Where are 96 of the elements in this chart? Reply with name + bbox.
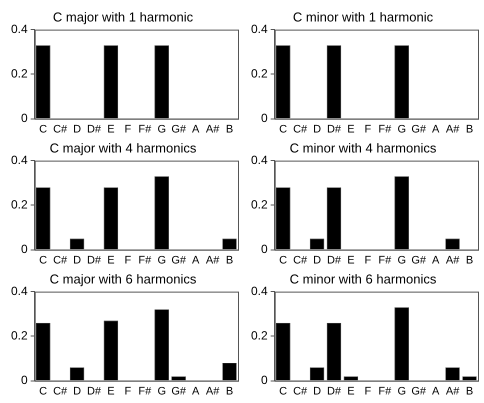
x-tick-label: C — [279, 254, 288, 266]
x-tick-label: D# — [86, 385, 102, 398]
x-tick-label: C — [279, 385, 288, 398]
x-tick-label: C# — [53, 254, 68, 266]
x-tick-label: C# — [53, 123, 68, 136]
x-tick-label: G# — [171, 254, 187, 266]
x-tick-label: C# — [293, 254, 308, 266]
x-tick-label: D — [73, 123, 82, 136]
x-tick-label: F — [124, 385, 132, 398]
x-tick-label: D — [313, 254, 322, 266]
y-tick-label: 0.4 — [10, 152, 28, 167]
x-tick-label: E — [107, 254, 115, 266]
x-tick-label: A — [192, 123, 200, 136]
x-tick-label: D — [73, 254, 82, 266]
x-tick-label: F — [124, 123, 132, 136]
x-tick-label: E — [347, 385, 355, 398]
x-tick-label: F# — [138, 123, 152, 136]
x-tick-label: D# — [326, 385, 342, 398]
y-tick-label: 0.4 — [250, 284, 268, 298]
x-tick-label: C — [39, 123, 48, 136]
y-tick-label: 0 — [260, 242, 268, 256]
x-tick-label: D# — [326, 123, 342, 136]
x-tick-label: A — [432, 385, 440, 398]
x-tick-label: F — [364, 254, 372, 266]
chart-title: C major with 1 harmonic — [52, 9, 194, 24]
x-tick-label: D# — [86, 254, 102, 266]
y-tick-label: 0 — [20, 242, 28, 256]
x-tick-label: G — [397, 123, 406, 136]
x-tick-label: B — [226, 385, 234, 398]
y-tick-label: 0.2 — [10, 198, 28, 212]
y-tick-label: 0 — [20, 373, 28, 388]
chart-title: C major with 6 harmonics — [50, 271, 197, 286]
x-tick-label: B — [226, 254, 234, 266]
x-tick-label: G — [157, 254, 166, 266]
x-tick-label: A# — [206, 123, 220, 136]
x-tick-label: F# — [378, 123, 392, 136]
x-tick-label: F — [124, 254, 132, 266]
x-tick-label: G — [397, 254, 406, 266]
x-tick-label: A# — [206, 385, 220, 398]
x-tick-label: B — [226, 123, 234, 136]
x-tick-label: G# — [411, 385, 427, 398]
x-tick-label: D# — [86, 123, 102, 136]
x-tick-label: C — [39, 254, 48, 266]
x-tick-label: A — [432, 254, 440, 266]
x-tick-label: A# — [446, 254, 460, 266]
x-tick-label: F# — [138, 385, 152, 398]
x-tick-label: G# — [411, 254, 427, 266]
y-tick-label: 0 — [260, 111, 268, 126]
x-tick-label: A — [192, 254, 200, 266]
x-tick-label: A# — [446, 385, 460, 398]
y-tick-label: 0.2 — [10, 328, 28, 343]
x-tick-label: G — [157, 123, 166, 136]
x-tick-label: B — [466, 385, 474, 398]
x-tick-label: F — [364, 123, 372, 136]
x-tick-label: D — [313, 385, 322, 398]
x-tick-label: F# — [378, 385, 392, 398]
x-tick-label: E — [347, 254, 355, 266]
x-tick-label: D# — [326, 254, 342, 266]
x-tick-label: A# — [206, 254, 220, 266]
chart-title: C minor with 6 harmonics — [290, 271, 437, 286]
x-tick-label: B — [466, 123, 474, 136]
x-tick-label: C# — [293, 385, 308, 398]
x-tick-label: G# — [411, 123, 427, 136]
y-tick-label: 0.4 — [10, 22, 28, 36]
x-tick-label: A — [192, 385, 200, 398]
x-tick-label: A — [432, 123, 440, 136]
x-tick-label: E — [347, 123, 355, 136]
chart-title: C minor with 1 harmonic — [292, 9, 434, 24]
x-tick-label: C — [39, 385, 48, 398]
y-tick-label: 0 — [260, 373, 268, 388]
y-tick-label: 0.4 — [10, 284, 28, 298]
x-tick-label: G# — [171, 385, 187, 398]
x-tick-label: D — [313, 123, 322, 136]
x-tick-label: G — [157, 385, 166, 398]
x-tick-label: D — [73, 385, 82, 398]
x-tick-label: F# — [378, 254, 392, 266]
x-tick-label: C# — [293, 123, 308, 136]
x-tick-label: G — [397, 385, 406, 398]
chart-title: C minor with 4 harmonics — [290, 140, 437, 156]
y-tick-label: 0.2 — [250, 66, 268, 81]
x-tick-label: E — [107, 123, 115, 136]
x-tick-label: E — [107, 385, 115, 398]
x-tick-label: F# — [138, 254, 152, 266]
y-tick-label: 0 — [20, 111, 28, 126]
y-tick-label: 0.4 — [250, 22, 268, 36]
x-tick-label: F — [364, 385, 372, 398]
x-tick-label: C# — [53, 385, 68, 398]
y-tick-label: 0.2 — [250, 198, 268, 212]
y-tick-label: 0.4 — [250, 152, 268, 167]
x-tick-label: G# — [171, 123, 187, 136]
y-tick-label: 0.2 — [250, 328, 268, 343]
x-tick-label: C — [279, 123, 288, 136]
x-tick-label: B — [466, 254, 474, 266]
y-tick-label: 0.2 — [10, 66, 28, 81]
x-tick-label: A# — [446, 123, 460, 136]
chart-title: C major with 4 harmonics — [50, 140, 197, 156]
